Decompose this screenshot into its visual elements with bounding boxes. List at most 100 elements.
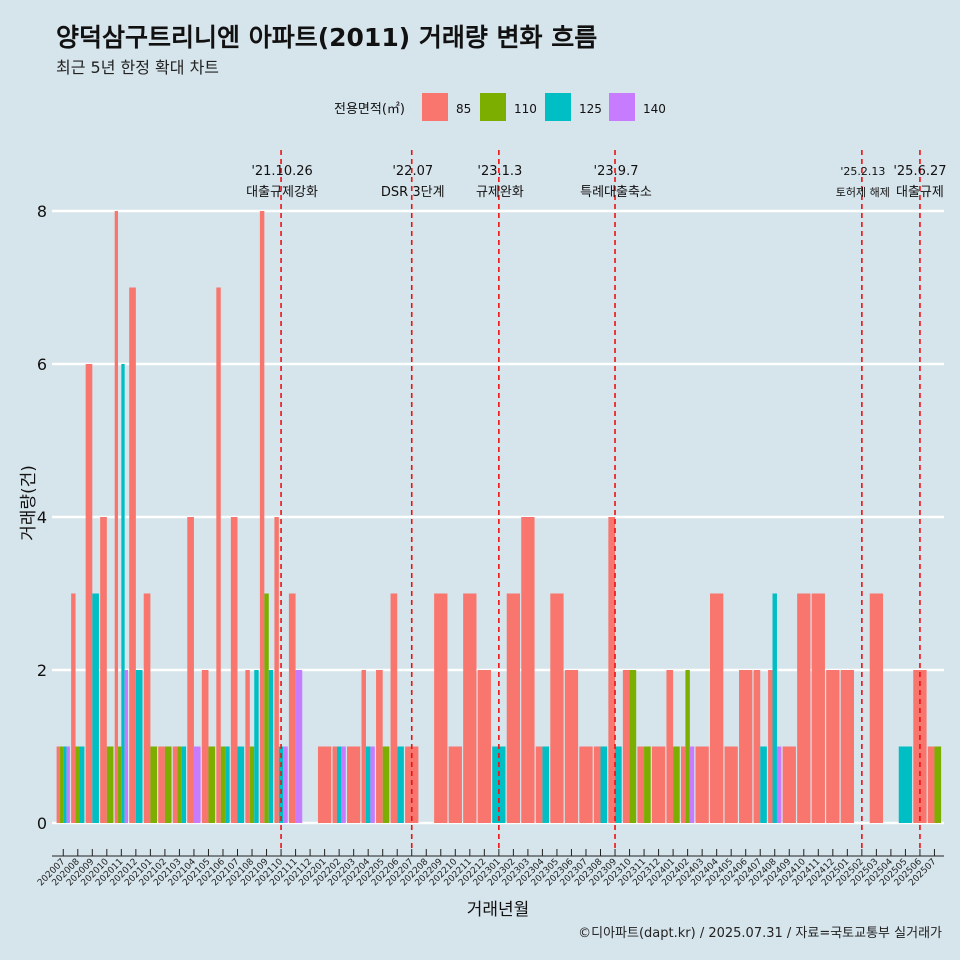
- source-caption: ©디아파트(dapt.kr) / 2025.07.31 / 자료=국토교통부 실…: [578, 926, 942, 941]
- bar-202108-85: [245, 670, 250, 823]
- legend-label: 125: [579, 102, 602, 116]
- bar-202102-110: [164, 746, 172, 823]
- legend-title: 전용면적(㎡): [334, 102, 405, 117]
- bar-202210-85: [448, 746, 462, 823]
- event-name-label: 규제완화: [476, 185, 524, 200]
- y-tick-label: 0: [37, 814, 47, 833]
- y-tick-label: 2: [37, 661, 47, 680]
- bar-202010-85: [100, 517, 107, 823]
- bar-202310-85: [622, 670, 630, 823]
- event-date-label: '23.9.7: [594, 164, 639, 179]
- bar-202111-85: [288, 593, 296, 823]
- bar-202008-110: [75, 746, 80, 823]
- bar-202507-110: [934, 746, 942, 823]
- bar-202007-125: [63, 746, 67, 823]
- bar-202212-85: [477, 670, 491, 823]
- event-name-label: 특례대출축소: [580, 185, 652, 200]
- bar-202011-110: [118, 746, 122, 823]
- bar-202403-85: [695, 746, 709, 823]
- legend-swatch-85: [422, 93, 448, 121]
- bar-202408-125: [772, 593, 777, 823]
- bar-202409-85: [782, 746, 796, 823]
- bar-202407-85: [753, 670, 761, 823]
- bar-202412-85: [826, 670, 840, 823]
- bar-202305-85: [550, 593, 564, 823]
- bar-202205-85: [376, 670, 383, 823]
- bar-202009-85: [85, 364, 93, 823]
- bar-202503-85: [869, 593, 884, 823]
- bar-202411-85: [811, 593, 825, 823]
- bar-202302-85: [506, 593, 521, 823]
- bar-202105-110: [208, 746, 216, 823]
- bar-202402-110: [685, 670, 690, 823]
- bar-202109-110: [264, 593, 269, 823]
- legend-label: 110: [514, 102, 537, 116]
- bar-202205-110: [382, 746, 390, 823]
- bar-202011-140: [124, 670, 128, 823]
- bar-202311-85: [637, 746, 645, 823]
- bar-202108-125: [254, 670, 259, 823]
- bar-202008-125: [79, 746, 85, 823]
- event-date-label: '25.2.13: [840, 165, 885, 178]
- bar-202106-125: [225, 746, 230, 823]
- bar-202012-85: [129, 287, 136, 823]
- bar-202309-85: [608, 517, 616, 823]
- event-date-label: '22.07: [392, 164, 433, 179]
- bar-202106-110: [220, 746, 226, 823]
- bar-202103-125: [181, 746, 187, 823]
- bar-202109-85: [259, 211, 265, 823]
- bar-202009-125: [92, 593, 99, 823]
- bar-202408-140: [776, 746, 782, 823]
- y-tick-label: 6: [37, 355, 47, 374]
- bar-202007-85: [56, 746, 60, 823]
- event-date-label: '25.6.27: [893, 164, 946, 179]
- bar-202201-85: [317, 746, 332, 823]
- y-tick-label: 4: [37, 508, 47, 527]
- legend-label: 140: [643, 102, 666, 116]
- bar-202308-85: [593, 746, 601, 823]
- bar-202406-85: [739, 670, 753, 823]
- bar-202103-110: [177, 746, 182, 823]
- bar-202202-85: [332, 746, 337, 823]
- legend-swatch-140: [609, 93, 635, 121]
- bar-202306-85: [564, 670, 579, 823]
- bar-202012-125: [135, 670, 143, 823]
- bar-202204-125: [365, 746, 371, 823]
- bar-202104-140: [193, 746, 201, 823]
- event-name-label: DSR 3단계: [381, 185, 445, 200]
- event-name-label: 대출규제: [896, 185, 944, 200]
- bar-202209-85: [434, 593, 448, 823]
- bar-202501-85: [840, 670, 854, 823]
- bar-202402-85: [680, 746, 686, 823]
- bar-202304-85: [535, 746, 543, 823]
- legend-swatch-125: [545, 93, 571, 121]
- bar-202106-85: [216, 287, 221, 823]
- bar-202107-125: [237, 746, 245, 823]
- bar-202111-140: [295, 670, 303, 823]
- x-axis-title: 거래년월: [467, 900, 530, 920]
- bar-202010-110: [106, 746, 114, 823]
- bar-202204-140: [370, 746, 375, 823]
- bar-202304-125: [542, 746, 550, 823]
- bar-202407-125: [760, 746, 767, 823]
- bar-202007-140: [66, 746, 70, 823]
- bar-202206-85: [390, 593, 398, 823]
- bar-202303-85: [521, 517, 535, 823]
- event-name-label: 토허제 해제: [836, 185, 890, 199]
- bar-202505-125: [898, 746, 913, 823]
- event-date-label: '23.1.3: [477, 164, 522, 179]
- bar-202307-85: [579, 746, 593, 823]
- bar-202211-85: [463, 593, 477, 823]
- bar-202110-140: [283, 746, 288, 823]
- bar-202007-110: [59, 746, 64, 823]
- bar-202311-110: [644, 746, 651, 823]
- bar-202401-110: [673, 746, 680, 823]
- bar-202408-85: [768, 670, 773, 823]
- bar-202405-85: [724, 746, 738, 823]
- bar-202202-140: [341, 746, 346, 823]
- bar-202203-85: [347, 746, 361, 823]
- bar-202107-85: [230, 517, 238, 823]
- bar-202105-85: [201, 670, 209, 823]
- bar-202108-110: [249, 746, 255, 823]
